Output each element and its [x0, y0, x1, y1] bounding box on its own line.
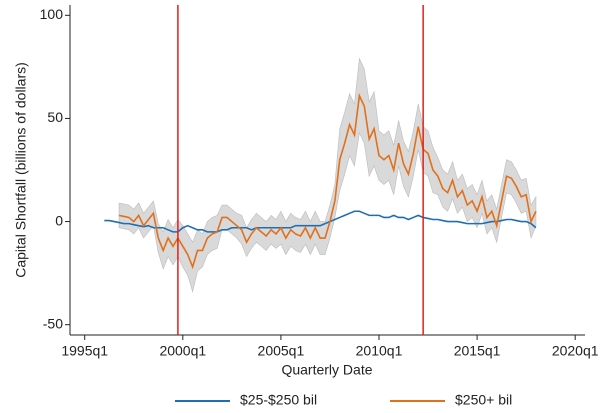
x-tick-label: 2005q1 — [258, 343, 305, 359]
confidence-band — [118, 57, 537, 293]
y-tick-label: 100 — [40, 6, 64, 22]
legend-label: $25-$250 bil — [240, 392, 317, 408]
x-tick-label: 2010q1 — [356, 343, 403, 359]
series-line — [118, 92, 537, 270]
x-tick-label: 2015q1 — [454, 343, 501, 359]
series-line — [104, 210, 537, 233]
y-tick-label: 50 — [47, 109, 63, 125]
y-axis-label: Capital Shortfall (billions of dollars) — [13, 62, 29, 278]
x-tick-label: 2000q1 — [159, 343, 206, 359]
y-tick-label: -50 — [43, 315, 63, 331]
x-axis-label: Quarterly Date — [281, 362, 372, 378]
legend-label: $250+ bil — [455, 392, 512, 408]
x-tick-label: 2020q1 — [552, 343, 599, 359]
x-tick-label: 1995q1 — [61, 343, 108, 359]
y-tick-label: 0 — [55, 212, 63, 228]
